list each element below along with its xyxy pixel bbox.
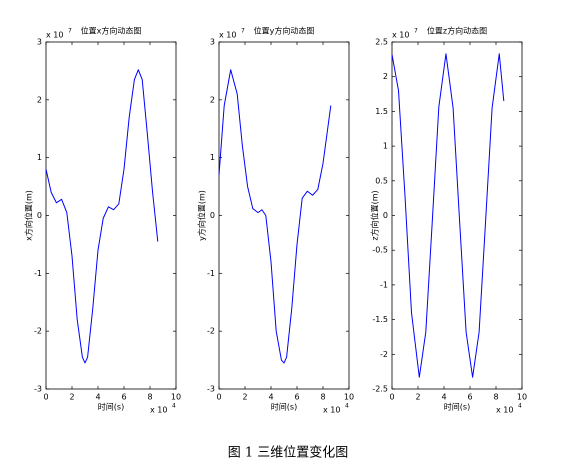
y-tick-label: 0 [210, 211, 215, 220]
y-scale-base: x 10 [219, 31, 236, 40]
x-axis-label: 时间(s) [271, 402, 297, 412]
y-tick-label: -3 [207, 385, 215, 394]
x-tick-label: 8 [320, 393, 325, 402]
x-tick-label: 2 [415, 393, 420, 402]
y-axis-label: x方向位置(m) [24, 190, 34, 241]
x-tick-label: 0 [216, 393, 221, 402]
y-tick-label: 1 [383, 142, 388, 151]
y-tick-label: -2 [380, 350, 388, 359]
x-scale-exponent: 4 [345, 403, 349, 410]
x-tick-label: 6 [294, 393, 299, 402]
x-tick-label: 6 [467, 393, 472, 402]
x-tick-label: 4 [95, 393, 100, 402]
data-line [45, 69, 159, 364]
y-tick-label: -3 [34, 385, 42, 394]
data-line [218, 69, 332, 364]
y-axis-label: z方向位置(m) [370, 190, 380, 240]
y-tick-label: -0.5 [372, 246, 388, 255]
x-tick-label: 8 [147, 393, 152, 402]
y-tick-label: 1.5 [375, 107, 388, 116]
x-axis-label: 时间(s) [444, 402, 470, 412]
y-tick-label: 0 [37, 211, 42, 220]
x-tick-label: 10 [171, 393, 181, 402]
x-tick-label: 10 [517, 393, 527, 402]
y-tick-label: 2 [383, 72, 388, 81]
x-tick-label: 0 [43, 393, 48, 402]
x-scale-exponent: 4 [518, 403, 522, 410]
y-scale-exponent: 7 [241, 28, 245, 35]
x-tick-label: 8 [493, 393, 498, 402]
y-scale-exponent: 7 [68, 28, 72, 35]
y-scale-base: x 10 [392, 31, 409, 40]
plot-area [218, 41, 350, 390]
y-tick-label: 0.5 [375, 176, 388, 185]
x-tick-label: 6 [121, 393, 126, 402]
x-tick-label: 4 [441, 393, 446, 402]
x-tick-label: 2 [242, 393, 247, 402]
y-tick-label: 3 [210, 38, 215, 47]
x-axis-label: 时间(s) [98, 402, 124, 412]
y-scale-base: x 10 [46, 31, 63, 40]
x-tick-label: 10 [344, 393, 354, 402]
y-tick-label: 1 [210, 153, 215, 162]
y-axis-label: y方向位置(m) [197, 190, 207, 241]
chart-title: 位置y方向动态图 [254, 26, 315, 36]
x-tick-label: 0 [389, 393, 394, 402]
x-scale-base: x 10 [496, 406, 513, 415]
figure-caption: 图 1 三维位置变化图 [228, 445, 349, 461]
x-scale-base: x 10 [150, 406, 167, 415]
y-tick-label: 3 [37, 38, 42, 47]
x-scale-exponent: 4 [172, 403, 176, 410]
y-tick-label: -1.5 [372, 315, 388, 324]
y-tick-label: -2.5 [372, 385, 388, 394]
plot-area [391, 41, 523, 390]
y-tick-label: -1 [34, 269, 42, 278]
y-tick-label: 0 [383, 211, 388, 220]
y-tick-label: -2 [34, 327, 42, 336]
y-tick-label: -1 [380, 280, 388, 289]
chart-title: 位置x方向动态图 [81, 26, 142, 36]
data-line [391, 53, 505, 378]
x-scale-base: x 10 [323, 406, 340, 415]
y-tick-label: 2 [210, 95, 215, 104]
y-tick-label: 2 [37, 95, 42, 104]
y-tick-label: 2.5 [375, 38, 388, 47]
x-tick-label: 2 [69, 393, 74, 402]
y-tick-label: -2 [207, 327, 215, 336]
y-scale-exponent: 7 [414, 28, 418, 35]
y-tick-label: -1 [207, 269, 215, 278]
plot-area [45, 41, 177, 390]
chart-title: 位置z方向动态图 [427, 26, 487, 36]
y-tick-label: 1 [37, 153, 42, 162]
x-tick-label: 4 [268, 393, 273, 402]
